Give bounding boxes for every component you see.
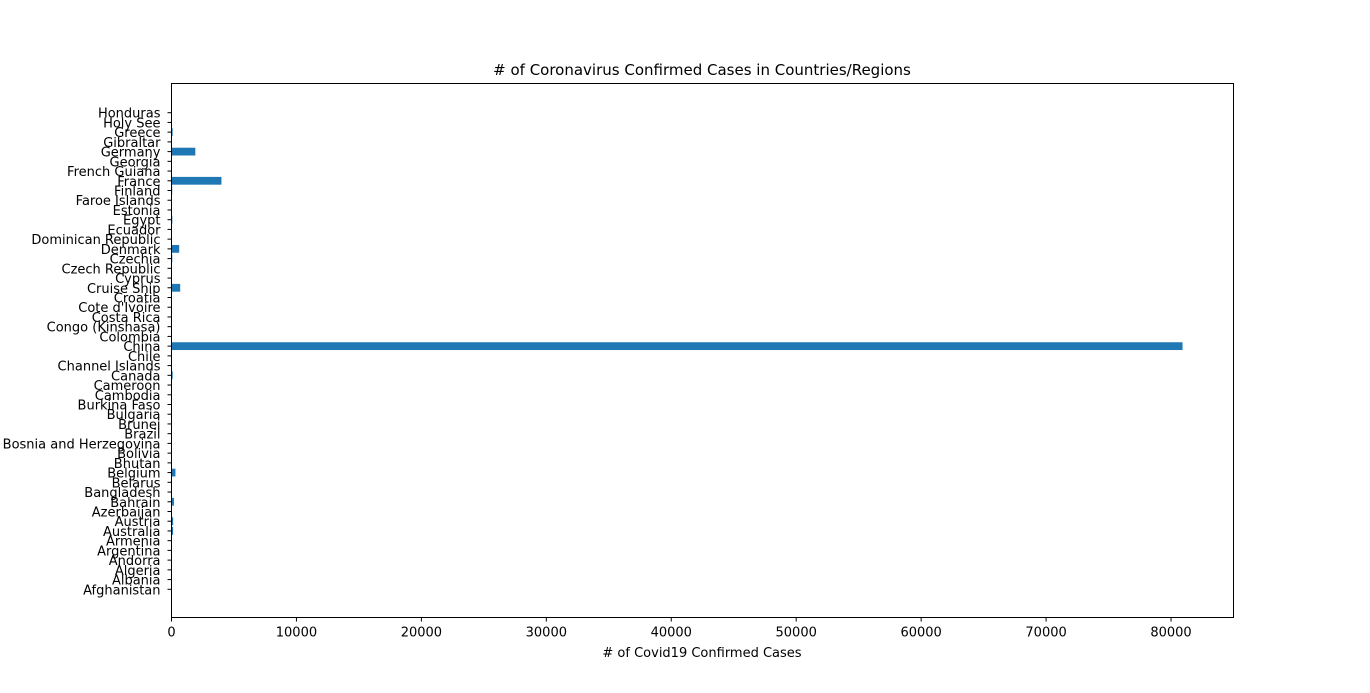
bar-bahrain (171, 497, 174, 506)
category-label: Argentina (97, 544, 160, 559)
category-label: Czech Republic (62, 262, 161, 277)
category-label: China (123, 340, 160, 355)
category-label: Burkina Faso (78, 398, 161, 413)
x-tick-label: 60000 (900, 626, 941, 641)
category-label: Dominican Republic (31, 233, 160, 248)
category-label: Bulgaria (107, 408, 161, 423)
bar-canada (171, 371, 173, 380)
category-label: Cote d'Ivoire (78, 301, 160, 316)
category-label: Algeria (115, 564, 161, 579)
category-label: Holy See (103, 116, 160, 131)
category-label: Bolivia (117, 447, 160, 462)
category-label: Bahrain (110, 496, 160, 511)
category-label: Brazil (124, 428, 160, 443)
bar-cruise-ship (171, 283, 181, 292)
category-label: Armenia (106, 535, 161, 550)
category-label: Finland (114, 185, 160, 200)
category-label: Cambodia (95, 389, 161, 404)
category-label: Colombia (99, 330, 160, 345)
category-label: Congo (Kinshasa) (47, 321, 161, 336)
category-label: Croatia (114, 292, 161, 307)
chart-title: # of Coronavirus Confirmed Cases in Coun… (493, 61, 911, 79)
category-label: Austria (115, 515, 161, 530)
category-label: Bhutan (114, 457, 161, 472)
bar-france (171, 176, 222, 185)
category-labels: AfghanistanAlbaniaAlgeriaAndorraArgentin… (3, 107, 172, 598)
category-label: Belgium (107, 467, 160, 482)
category-label: France (117, 175, 160, 190)
x-tick-label: 80000 (1150, 626, 1191, 641)
category-label: Azerbaijan (92, 505, 161, 520)
bars-group (171, 108, 1183, 594)
category-label: Ecuador (107, 223, 161, 238)
bar-austria (171, 517, 174, 526)
plot-frame (171, 83, 1234, 618)
x-tick-label: 10000 (276, 626, 317, 641)
category-label: Gibraltar (103, 136, 161, 151)
bar-germany (171, 147, 196, 156)
x-tick-label: 50000 (776, 626, 817, 641)
x-axis-label: # of Covid19 Confirmed Cases (602, 646, 801, 661)
bar-greece (171, 128, 173, 137)
x-tick-label: 30000 (526, 626, 567, 641)
x-tick-label: 40000 (651, 626, 692, 641)
category-label: Brunei (118, 418, 160, 433)
category-label: Afghanistan (83, 583, 160, 598)
x-tick-label: 20000 (401, 626, 442, 641)
category-label: Faroe Islands (76, 194, 161, 209)
category-label: Andorra (109, 554, 161, 569)
category-label: Estonia (113, 204, 161, 219)
category-label: Canada (111, 369, 160, 384)
category-label: Honduras (98, 107, 161, 122)
category-label: Greece (114, 126, 160, 141)
category-label: Czechia (110, 253, 161, 268)
x-tick-label: 0 (167, 626, 175, 641)
x-axis-ticks: 0 10000 20000 30000 40000 50000 60000 70000 8000… (167, 617, 1192, 641)
category-label: Cyprus (115, 272, 161, 287)
category-label: Bangladesh (84, 486, 160, 501)
category-label: Cameroon (94, 379, 161, 394)
bar-denmark (171, 244, 180, 253)
category-label: Cruise Ship (87, 282, 161, 297)
bar-china (171, 342, 1183, 351)
category-label: Bosnia and Herzegovina (3, 437, 161, 452)
x-tick-label: 70000 (1025, 626, 1066, 641)
bar-australia (171, 527, 174, 535)
category-label: Australia (103, 525, 161, 540)
category-label: Channel Islands (58, 360, 161, 375)
bar-belgium (171, 468, 176, 477)
category-label: Germany (101, 146, 161, 161)
category-label: Albania (112, 574, 161, 589)
category-label: Egypt (123, 214, 161, 229)
category-label: Chile (128, 350, 161, 365)
category-label: Georgia (110, 155, 161, 170)
category-label: French Guiana (67, 165, 160, 180)
category-label: Belarus (112, 476, 161, 491)
category-label: Denmark (101, 243, 161, 258)
category-label: Costa Rica (92, 311, 161, 326)
